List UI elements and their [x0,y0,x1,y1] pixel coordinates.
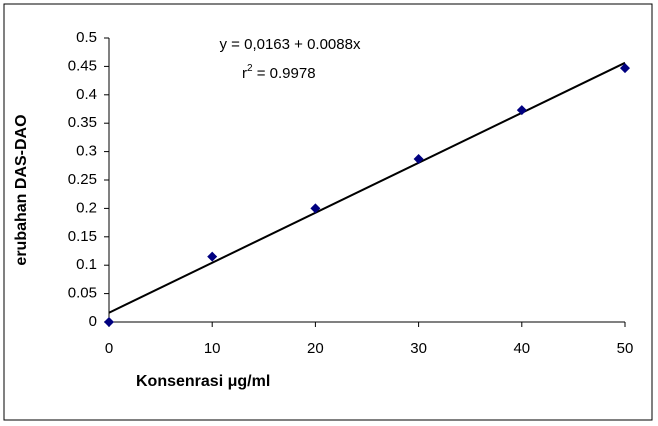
y-tick-label: 0.15 [68,228,97,245]
y-tick-label: 0.3 [76,143,97,160]
r-value: = 0.9978 [253,65,316,82]
equation: y = 0,0163 + 0.0088x [220,36,361,53]
trendline [108,61,626,314]
x-tick-label: 30 [410,340,427,357]
y-tick-label: 0.25 [68,171,97,188]
x-tick-label: 20 [307,340,324,357]
x-tick-label: 0 [105,340,113,357]
y-tick-label: 0.45 [68,57,97,74]
x-tick-label: 10 [204,340,221,357]
point [310,203,321,214]
point [413,153,424,164]
x-tick-label: 50 [617,340,634,357]
r-prefix: r [242,65,247,82]
r-sup: 2 [247,63,253,74]
x-tick-label: 40 [513,340,530,357]
y-axis-label: erubahan DAS-DAO [13,114,30,265]
y-tick-label: 0.5 [76,29,97,46]
point [207,251,218,262]
chart-frame [3,3,653,421]
y-tick-label: 0.05 [68,285,97,302]
y-tick-label: 0.2 [76,199,97,216]
x-axis-label: Konsenrasi μg/ml [136,373,270,390]
point [620,63,630,74]
y-tick-label: 0.1 [76,256,97,273]
y-tick-label: 0.4 [76,86,97,103]
point [516,105,527,116]
point [104,317,114,327]
r-squared: r2 = 0.9978 [242,63,316,82]
y-tick-label: 0 [89,313,97,330]
y-tick-label: 0.35 [68,114,97,131]
